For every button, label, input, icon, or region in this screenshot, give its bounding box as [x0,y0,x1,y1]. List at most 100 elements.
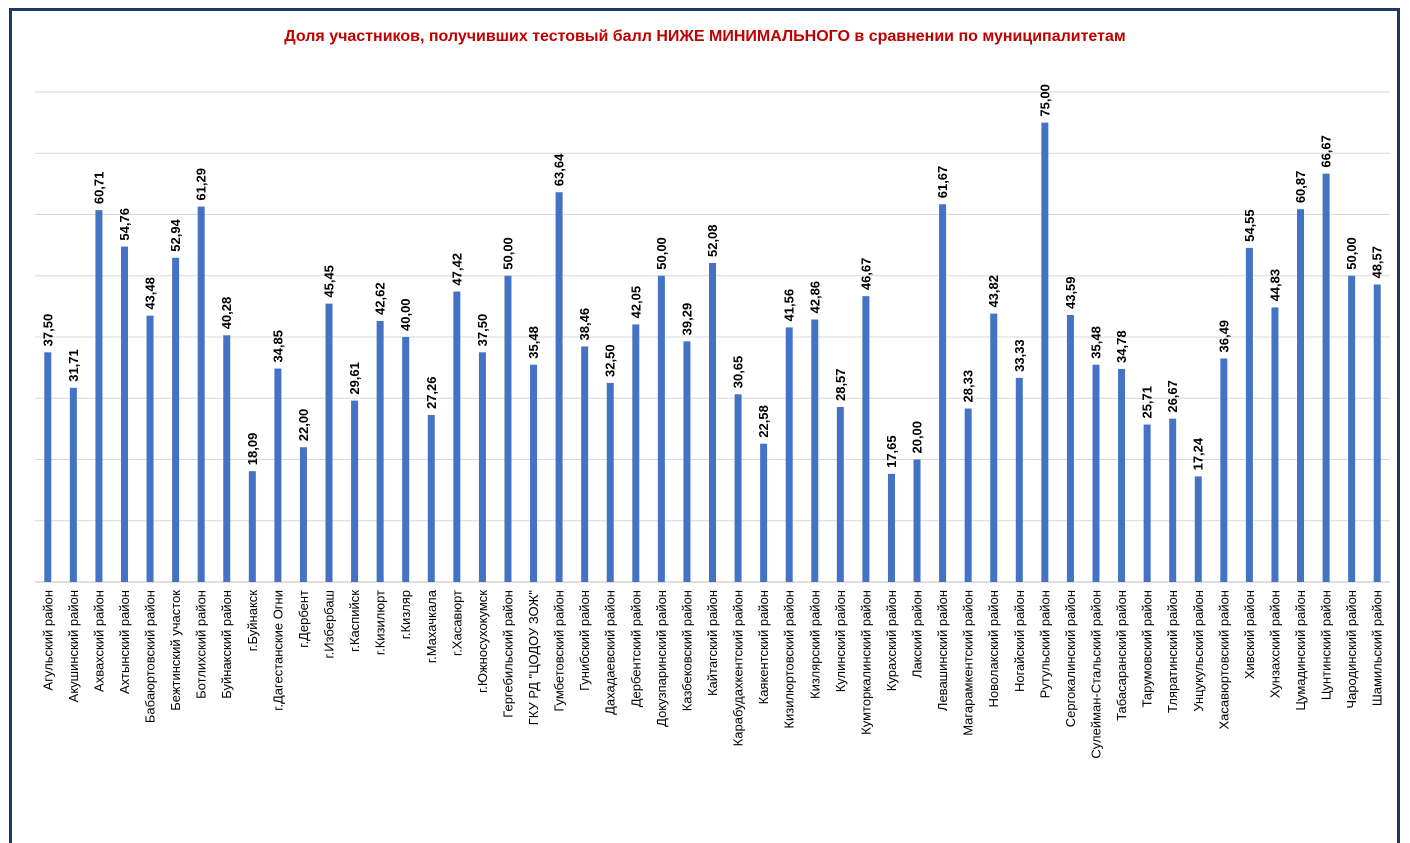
bars [44,122,1381,583]
category-label: г.Дагестанские Огни [270,590,285,711]
bar [964,408,972,582]
bar [95,210,103,582]
data-label: 52,94 [168,218,183,251]
category-label: Агульский район [40,590,55,690]
category-label: Кизлярский район [807,590,822,699]
data-label: 39,29 [679,303,694,336]
category-label: Кулинский район [833,590,848,692]
bar [657,275,665,582]
category-label: Цумадинский район [1293,590,1308,711]
bar [581,346,589,582]
data-label: 40,28 [219,297,234,330]
bar [1245,247,1253,582]
bar [1348,275,1356,582]
data-label: 26,67 [1165,380,1180,413]
category-label: Сулейман-Стальский район [1088,590,1103,759]
category-label: Шамильский район [1370,590,1385,706]
category-label: г.Махачкала [424,589,439,663]
data-label: 42,05 [628,286,643,319]
category-label: Кумторкалинский район [858,590,873,735]
data-label: 37,50 [475,314,490,347]
bar [760,443,768,582]
bar [1041,122,1049,582]
data-labels: 37,50 31,71 60,71 54,76 43,48 52,94 61,29 40,28… [40,84,1384,470]
bar [146,315,154,582]
category-label: Тляратинский район [1165,590,1180,713]
data-label: 18,09 [245,433,260,466]
chart-title: Доля участников, получивших тестовый бал… [284,28,1126,45]
category-label: Лакский район [910,590,925,678]
bar [1169,418,1177,582]
bar [299,447,307,582]
data-label: 66,67 [1319,135,1334,168]
data-label: 35,48 [526,326,541,359]
category-label: Новолакский район [986,590,1001,707]
data-label: 52,08 [705,224,720,257]
category-label: Докузпаринский район [654,590,669,727]
category-label: Кайтагский район [705,590,720,696]
category-label: г.Дербент [296,590,311,648]
category-label: Цунтинский район [1319,590,1334,700]
category-label: г.Южносухокумск [475,590,490,693]
data-label: 25,71 [1140,386,1155,419]
data-label: 28,57 [833,368,848,401]
bar [172,257,180,582]
bar [478,352,486,582]
data-label: 42,62 [373,282,388,315]
category-label: Буйнакский район [219,590,234,699]
data-label: 22,00 [296,409,311,442]
bar [939,204,947,583]
bar [555,192,563,582]
bar [811,319,819,582]
category-label: Дербентский район [628,590,643,707]
bar [913,459,921,582]
bar [709,263,716,582]
category-label: Бабаюртовский район [143,590,158,723]
bar [1194,476,1202,582]
data-label: 54,76 [117,208,132,241]
category-label: г.Буйнакск [245,590,260,652]
bar [606,382,614,582]
bar [402,337,410,582]
data-label: 29,61 [347,362,362,395]
category-label: Ботлихский район [194,590,209,699]
category-label: Рутульский район [1037,590,1052,698]
category-label: Дахадаевский район [603,590,618,715]
data-label: 61,29 [194,168,209,201]
data-label: 61,67 [935,166,950,199]
data-label: 63,64 [552,153,567,186]
bar [325,303,333,582]
bar [248,471,256,582]
category-label: Карабудахкентский район [731,590,746,746]
bar [1271,307,1279,582]
bar [785,327,793,582]
data-label: 36,49 [1216,320,1231,353]
data-label: 34,85 [270,330,285,363]
bar [120,246,128,582]
data-label: 46,67 [858,258,873,291]
category-label: г.Каспийск [347,590,362,652]
bar [44,352,52,582]
data-label: 50,00 [500,237,515,270]
category-label: г.Избербаш [322,590,337,659]
data-label: 45,45 [322,265,337,298]
category-label: Кизилюртовский район [782,590,797,729]
data-label: 37,50 [40,314,55,347]
bar [376,320,384,582]
bar [632,324,640,582]
bar [734,394,742,582]
category-label: Курахский район [884,590,899,691]
bar [990,313,998,582]
data-label: 31,71 [66,349,81,382]
bar [683,341,691,582]
data-label: 32,50 [603,344,618,377]
data-label: 60,71 [91,172,106,205]
data-label: 50,00 [1344,237,1359,270]
category-label: Магарамкентский район [961,590,976,736]
bar [1092,364,1100,582]
bar [223,335,231,582]
bar [1015,377,1023,582]
chart-frame [9,8,1400,843]
bar [351,400,359,582]
data-label: 34,78 [1114,330,1129,363]
